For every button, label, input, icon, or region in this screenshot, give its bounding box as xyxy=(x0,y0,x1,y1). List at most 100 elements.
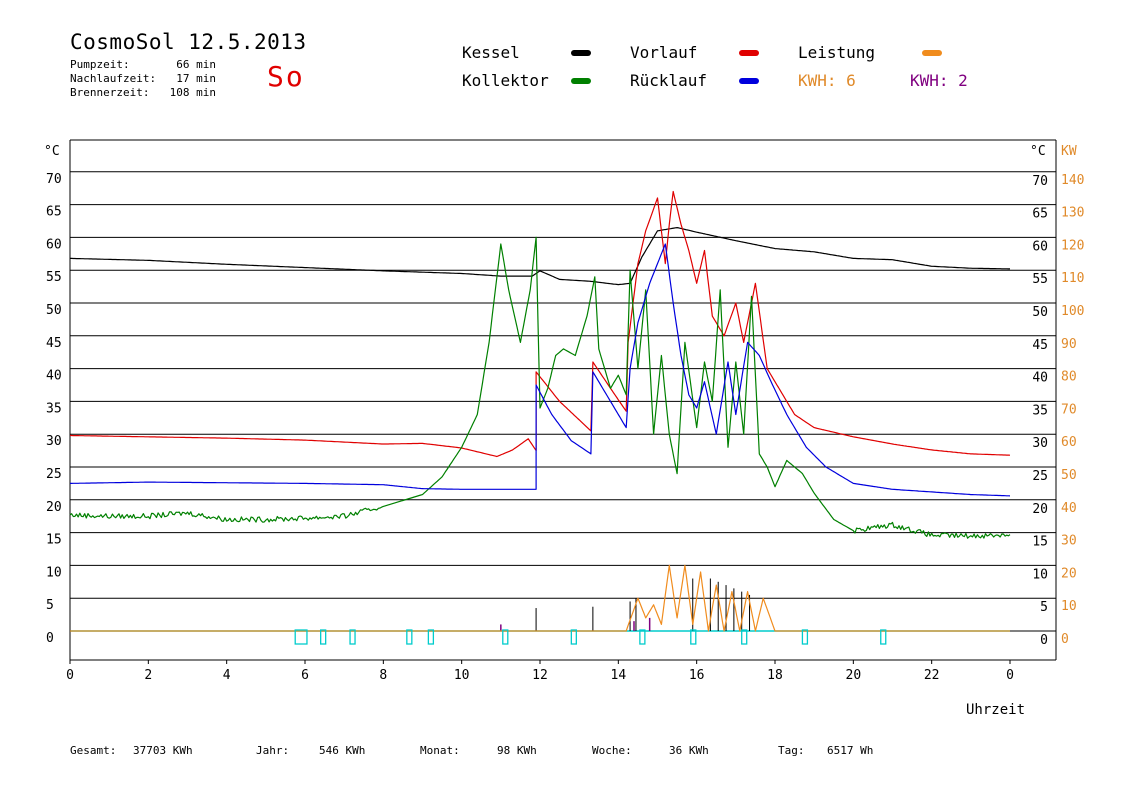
y-left-tick-label: 10 xyxy=(46,565,62,580)
footer-tag-value: 6517 Wh xyxy=(827,744,874,757)
y-left-tick-label: 20 xyxy=(46,500,62,515)
y-left-tick-label: 45 xyxy=(46,336,62,351)
series-line-kessel xyxy=(70,227,1010,286)
y-right-unit-c: °C xyxy=(1030,144,1046,159)
pump-marker xyxy=(639,629,646,645)
pump-marker xyxy=(570,629,577,645)
x-tick-label: 2 xyxy=(144,668,152,683)
pump-markers xyxy=(294,629,887,645)
pump-marker xyxy=(690,629,697,645)
legend-kollektor-swatch xyxy=(571,78,591,84)
footer-monat-value: 98 KWh xyxy=(497,744,537,757)
x-tick-labels: 0 2 4 6 8 10 12 14 16 18 20 22 0 xyxy=(66,660,1014,683)
y-right-kw-tick-labels: 0 10 20 30 40 50 60 70 80 90 100 110 120 130 140 xyxy=(1061,173,1084,647)
footer-jahr-label: Jahr: xyxy=(256,744,290,757)
series-line-rcklauf xyxy=(70,243,1011,497)
footer-gesamt-label: Gesamt: xyxy=(70,744,117,757)
y-left-tick-label: 40 xyxy=(46,369,62,384)
weekday-label: So xyxy=(267,60,305,93)
footer-jahr-value: 546 KWh xyxy=(319,744,366,757)
y-right-kw-tick-label: 30 xyxy=(1061,534,1077,549)
footer-monat-label: Monat: xyxy=(420,744,460,757)
y-right-c-tick-label: 10 xyxy=(1032,567,1048,582)
x-tick-label: 8 xyxy=(379,668,387,683)
y-right-c-tick-label: 35 xyxy=(1032,403,1048,418)
stat-nachlaufzeit-value: 17 min xyxy=(176,72,216,85)
pump-marker xyxy=(427,629,435,645)
y-right-unit-kw: KW xyxy=(1061,144,1077,159)
series-line-vorlauf xyxy=(70,190,1011,458)
y-right-c-tick-label: 25 xyxy=(1032,469,1048,484)
y-right-c-tick-label: 30 xyxy=(1032,436,1048,451)
series-line-leistung xyxy=(70,564,1010,632)
y-right-kw-tick-label: 40 xyxy=(1061,501,1077,516)
y-right-c-tick-label: 5 xyxy=(1040,600,1048,615)
x-tick-label: 6 xyxy=(301,668,309,683)
y-right-c-tick-label: 40 xyxy=(1032,371,1048,386)
power-bursts xyxy=(500,578,751,631)
footer-woche-value: 36 KWh xyxy=(669,744,709,757)
y-left-tick-label: 0 xyxy=(46,631,54,646)
legend-kessel-label: Kessel xyxy=(462,43,520,62)
y-right-kw-tick-label: 70 xyxy=(1061,402,1077,417)
x-tick-label: 10 xyxy=(454,668,470,683)
y-right-c-tick-label: 45 xyxy=(1032,338,1048,353)
y-right-kw-tick-label: 110 xyxy=(1061,271,1084,286)
stat-pumpzeit-value: 66 min xyxy=(176,58,216,71)
y-right-c-tick-label: 70 xyxy=(1032,174,1048,189)
y-left-tick-label: 15 xyxy=(46,533,62,548)
y-left-tick-label: 5 xyxy=(46,598,54,613)
y-left-tick-label: 65 xyxy=(46,205,62,220)
page-title: CosmoSol 12.5.2013 xyxy=(70,30,307,54)
pump-marker xyxy=(741,629,748,645)
y-right-kw-tick-label: 0 xyxy=(1061,632,1069,647)
y-right-c-tick-label: 55 xyxy=(1032,272,1048,287)
y-left-tick-label: 25 xyxy=(46,467,62,482)
y-left-tick-label: 60 xyxy=(46,237,62,252)
x-tick-label: 0 xyxy=(66,668,74,683)
y-right-kw-tick-label: 10 xyxy=(1061,599,1077,614)
x-tick-label: 0 xyxy=(1006,668,1014,683)
y-right-c-tick-label: 50 xyxy=(1032,305,1048,320)
y-right-c-tick-label: 20 xyxy=(1032,502,1048,517)
y-right-c-tick-label: 65 xyxy=(1032,207,1048,222)
x-tick-label: 4 xyxy=(223,668,231,683)
axis-frame xyxy=(69,140,1057,661)
y-left-tick-labels: 0 5 10 15 20 25 30 35 40 45 50 55 60 65 70 xyxy=(46,172,62,646)
footer-woche-label: Woche: xyxy=(592,744,632,757)
pump-marker xyxy=(349,629,356,645)
x-tick-label: 20 xyxy=(846,668,862,683)
stat-nachlaufzeit-label: Nachlaufzeit: xyxy=(70,72,157,85)
y-right-kw-tick-label: 100 xyxy=(1061,304,1084,319)
legend-ruecklauf-swatch xyxy=(739,78,759,84)
pump-marker xyxy=(801,629,809,645)
x-tick-label: 16 xyxy=(689,668,705,683)
stat-pumpzeit-label: Pumpzeit: xyxy=(70,58,130,71)
stat-brennerzeit-label: Brennerzeit: xyxy=(70,86,150,99)
grid-lines xyxy=(70,139,1056,632)
stat-brennerzeit-value: 108 min xyxy=(169,86,216,99)
legend-kollektor-label: Kollektor xyxy=(462,71,549,90)
pump-marker xyxy=(880,629,887,645)
legend-kwh-purple: KWH: 2 xyxy=(910,71,968,90)
footer-gesamt-value: 37703 KWh xyxy=(133,744,193,757)
legend-leistung-label: Leistung xyxy=(798,43,876,62)
x-tick-label: 22 xyxy=(924,668,940,683)
footer-tag-label: Tag: xyxy=(778,744,805,757)
y-right-kw-tick-label: 80 xyxy=(1061,370,1077,385)
y-left-tick-label: 35 xyxy=(46,401,62,416)
y-right-kw-tick-label: 50 xyxy=(1061,468,1077,483)
y-right-kw-tick-label: 60 xyxy=(1061,435,1077,450)
legend-leistung-swatch xyxy=(922,50,942,56)
y-left-tick-label: 30 xyxy=(46,434,62,449)
y-right-c-tick-label: 60 xyxy=(1032,239,1048,254)
y-left-tick-label: 70 xyxy=(46,172,62,187)
y-right-kw-tick-label: 120 xyxy=(1061,238,1084,253)
legend-vorlauf-label: Vorlauf xyxy=(630,43,698,62)
y-left-tick-label: 50 xyxy=(46,303,62,318)
pump-marker xyxy=(320,629,327,645)
legend-ruecklauf-label: Rücklauf xyxy=(630,71,708,90)
legend-kwh-orange: KWH: 6 xyxy=(798,71,856,90)
x-axis-label: Uhrzeit xyxy=(966,702,1025,718)
